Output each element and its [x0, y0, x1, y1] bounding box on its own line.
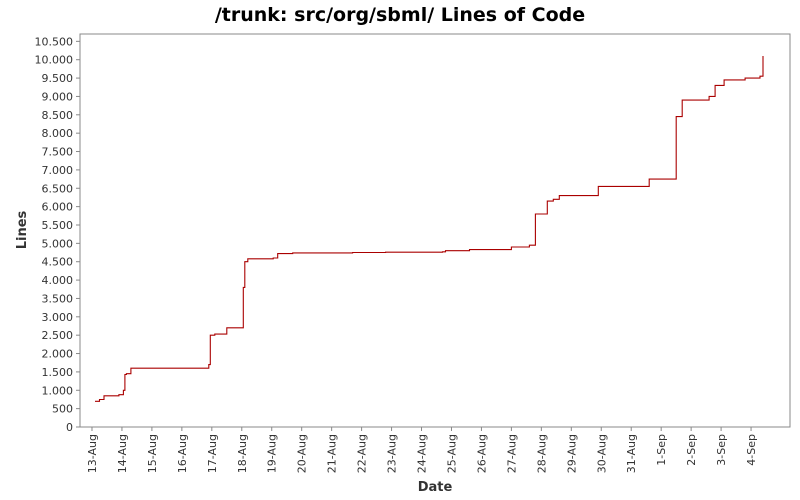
y-tick-label: 5.500 [42, 219, 74, 232]
chart-title: /trunk: src/org/sbml/ Lines of Code [214, 4, 586, 26]
y-tick-label: 500 [52, 403, 73, 416]
x-tick-label: 19-Aug [266, 434, 279, 473]
x-tick-label: 18-Aug [236, 434, 249, 473]
y-axis: 0 500 1.000 1.500 2.000 2.500 3.000 3.500 4.000 4… [35, 35, 80, 434]
x-tick-label: 14-Aug [116, 434, 129, 473]
x-tick-label: 27-Aug [505, 434, 518, 473]
series-line [95, 56, 764, 402]
plot-area [79, 33, 791, 428]
x-tick-label: 4-Sep [745, 434, 758, 466]
x-tick-label: 24-Aug [416, 434, 429, 473]
x-tick-label: 31-Aug [625, 434, 638, 473]
x-tick-label: 2-Sep [685, 434, 698, 466]
y-tick-label: 4.500 [42, 256, 74, 269]
y-tick-label: 3.000 [42, 311, 74, 324]
y-tick-label: 8.500 [42, 109, 74, 122]
x-tick-label: 1-Sep [655, 434, 668, 466]
y-tick-label: 6.500 [42, 182, 74, 195]
y-tick-label: 4.000 [42, 274, 74, 287]
x-axis-title: Date [418, 480, 453, 495]
y-tick-label: 5.000 [42, 237, 74, 250]
x-tick-label: 25-Aug [445, 434, 458, 473]
y-tick-label: 0 [66, 421, 73, 434]
x-tick-label: 17-Aug [206, 434, 219, 473]
x-tick-label: 16-Aug [176, 434, 189, 473]
y-tick-label: 7.000 [42, 164, 74, 177]
y-tick-label: 9.500 [42, 72, 74, 85]
x-tick-label: 20-Aug [296, 434, 309, 473]
y-tick-label: 3.500 [42, 292, 74, 305]
x-tick-label: 13-Aug [86, 434, 99, 473]
y-tick-label: 1.500 [42, 366, 74, 379]
y-tick-label: 1.000 [42, 384, 74, 397]
series-group [95, 56, 764, 402]
y-tick-label: 2.500 [42, 329, 74, 342]
x-tick-label: 23-Aug [386, 434, 399, 473]
y-tick-label: 10.500 [35, 35, 74, 48]
y-tick-label: 2.000 [42, 348, 74, 361]
y-axis-title: Lines [15, 210, 30, 249]
x-axis: 13-Aug 14-Aug 15-Aug 16-Aug 17-Aug 18-Aug 19-A… [86, 427, 758, 473]
x-tick-label: 3-Sep [715, 434, 728, 466]
y-tick-label: 9.000 [42, 90, 74, 103]
x-tick-label: 26-Aug [475, 434, 488, 473]
x-tick-label: 15-Aug [146, 434, 159, 473]
x-tick-label: 29-Aug [565, 434, 578, 473]
x-tick-label: 30-Aug [595, 434, 608, 473]
x-tick-label: 22-Aug [356, 434, 369, 473]
y-tick-label: 6.000 [42, 201, 74, 214]
x-tick-label: 21-Aug [326, 434, 339, 473]
y-tick-label: 8.000 [42, 127, 74, 140]
y-tick-label: 10.000 [35, 54, 74, 67]
y-tick-label: 7.500 [42, 146, 74, 159]
x-tick-label: 28-Aug [535, 434, 548, 473]
